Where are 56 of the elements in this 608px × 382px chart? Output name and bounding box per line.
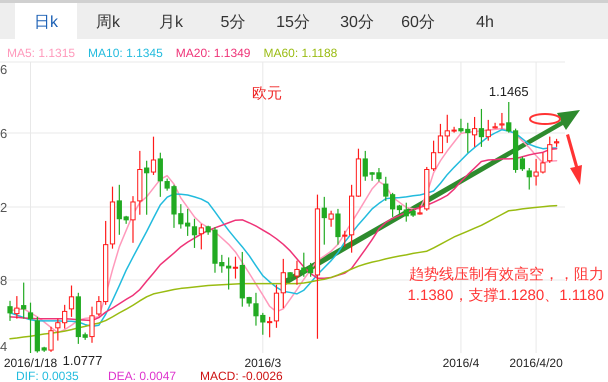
candlestick bbox=[294, 260, 300, 286]
candlestick bbox=[7, 300, 13, 322]
candlestick bbox=[232, 256, 238, 280]
candlestick bbox=[486, 119, 491, 142]
text: DIF: 0.0035 bbox=[16, 369, 80, 382]
text: 60分 bbox=[401, 14, 435, 31]
candlestick bbox=[89, 306, 95, 344]
annotation: 8 bbox=[0, 273, 8, 288]
candlestick bbox=[48, 326, 54, 353]
x-tick-label: 2016/1/18 bbox=[4, 356, 58, 370]
candlestick bbox=[144, 160, 150, 216]
text: 30分 bbox=[340, 14, 374, 31]
x-tick-label: 2016/4/20 bbox=[509, 356, 564, 370]
text: 1.1465 bbox=[488, 84, 529, 99]
candlestick bbox=[28, 302, 34, 354]
text: DEA: 0.0047 bbox=[108, 369, 176, 382]
candlestick bbox=[540, 152, 546, 174]
candlestick bbox=[499, 112, 505, 130]
x-tick-label: 2016/4 bbox=[442, 356, 480, 370]
text: 6 bbox=[0, 62, 8, 77]
chart-title: 欧元 bbox=[252, 85, 282, 102]
text: 日k bbox=[34, 14, 59, 31]
candlestick bbox=[478, 108, 484, 148]
candlestick bbox=[533, 158, 539, 186]
candlestick bbox=[472, 116, 478, 148]
text: MA10: 1.1345 bbox=[88, 46, 164, 60]
text: MA5: 1.1315 bbox=[7, 46, 76, 60]
x-tick-label: 2016/3 bbox=[244, 356, 282, 370]
candlestick bbox=[192, 218, 198, 249]
candlestick bbox=[376, 167, 382, 182]
text: 周k bbox=[96, 14, 121, 31]
candlestick bbox=[547, 136, 552, 164]
text: 5分 bbox=[220, 14, 246, 31]
annotation: 2 bbox=[0, 200, 8, 215]
annotation: 1.0777 bbox=[62, 353, 102, 368]
candlestick bbox=[14, 295, 20, 320]
annotation: 1.1380，支撑1.1280、1.1180 bbox=[407, 287, 604, 304]
annotation: 趋势线压制有效高空，，阻力 bbox=[409, 266, 604, 283]
candlestick bbox=[198, 223, 204, 250]
candlestick bbox=[526, 167, 532, 190]
candlestick bbox=[520, 156, 526, 172]
text: 15分 bbox=[276, 14, 310, 31]
text: MA60: 1.1188 bbox=[263, 46, 338, 60]
candlestick bbox=[68, 284, 74, 318]
text: MACD: -0.0026 bbox=[200, 369, 284, 382]
annotation: 6 bbox=[0, 126, 8, 141]
candlestick bbox=[322, 196, 327, 246]
text: MA20: 1.1349 bbox=[176, 46, 251, 60]
text: 4h bbox=[476, 14, 494, 31]
annotation: 4 bbox=[0, 339, 8, 354]
candlestick bbox=[150, 136, 156, 176]
candlestick bbox=[335, 208, 341, 246]
candlestick bbox=[21, 282, 26, 320]
candlestick bbox=[130, 196, 136, 244]
candlestick bbox=[328, 210, 334, 228]
text: 月k bbox=[159, 14, 184, 31]
